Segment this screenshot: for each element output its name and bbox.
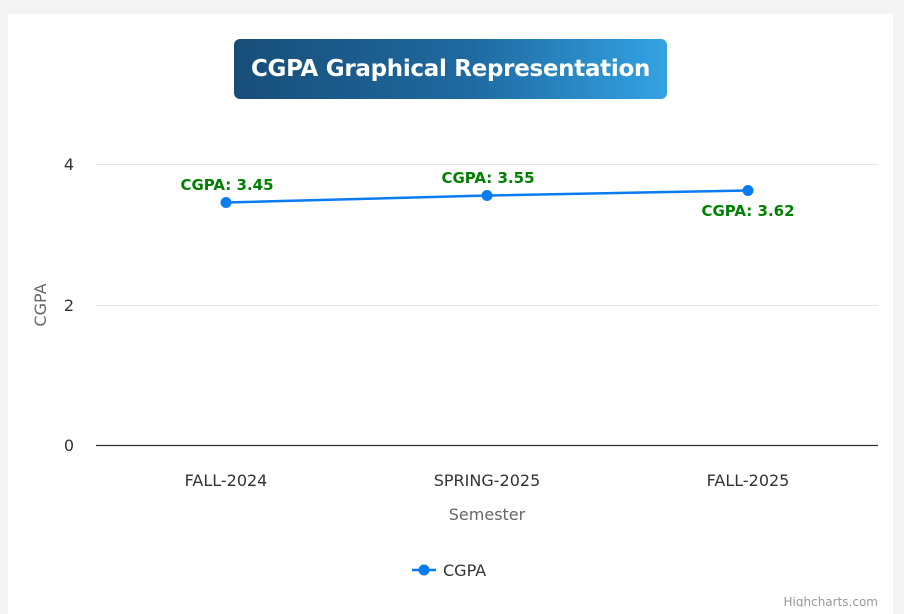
data-point-spring-2025[interactable] [481, 190, 493, 201]
legend-marker-icon [418, 564, 430, 576]
chart-card [8, 14, 893, 614]
y-tick-2: 2 [64, 296, 74, 315]
data-point-fall-2025[interactable] [742, 185, 754, 196]
y-axis-title: CGPA [31, 283, 50, 326]
x-tick-fall-2024: FALL-2024 [185, 471, 268, 490]
y-tick-4: 4 [64, 155, 74, 174]
data-label-fall-2025: CGPA: 3.62 [701, 202, 794, 220]
legend-label: CGPA [443, 561, 486, 580]
data-point-fall-2024[interactable] [220, 197, 232, 208]
x-tick-spring-2025: SPRING-2025 [434, 471, 541, 490]
y-tick-0: 0 [64, 436, 74, 455]
chart-title: CGPA Graphical Representation [234, 39, 667, 99]
x-axis-title: Semester [449, 505, 526, 524]
data-label-fall-2024: CGPA: 3.45 [180, 176, 273, 194]
x-tick-fall-2025: FALL-2025 [707, 471, 790, 490]
legend-item-cgpa[interactable]: CGPA [412, 561, 486, 580]
highcharts-credit-link[interactable]: Highcharts.com [784, 595, 878, 607]
data-label-spring-2025: CGPA: 3.55 [441, 169, 534, 187]
